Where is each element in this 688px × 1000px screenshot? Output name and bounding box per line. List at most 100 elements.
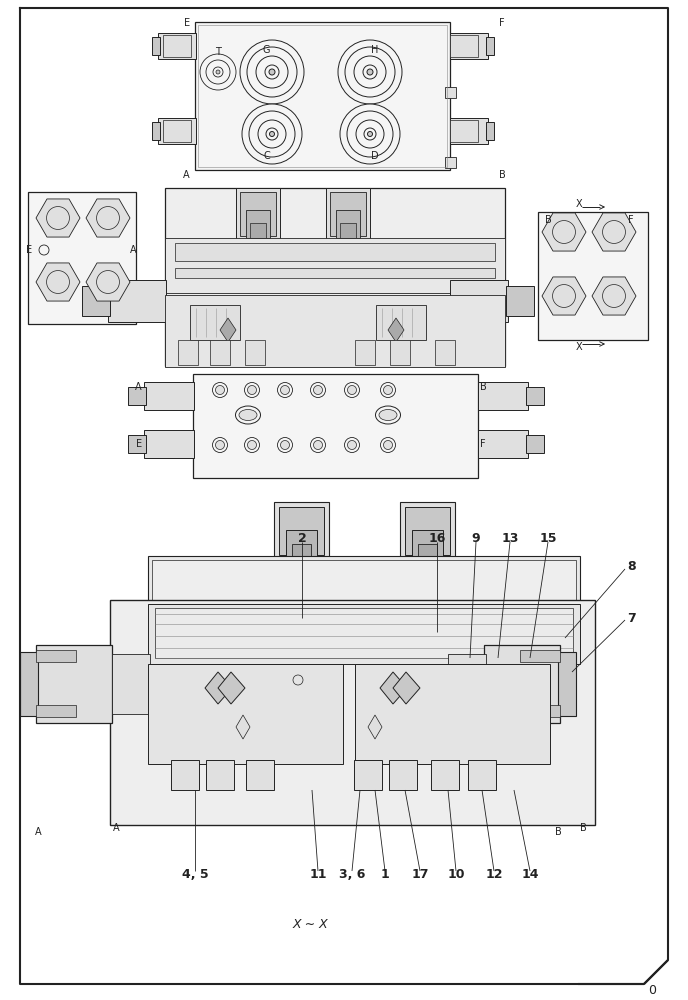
Bar xyxy=(520,705,560,717)
Polygon shape xyxy=(218,672,245,704)
Bar xyxy=(354,760,382,790)
Text: X: X xyxy=(575,342,582,352)
Text: 12: 12 xyxy=(485,868,503,882)
Text: D: D xyxy=(372,151,379,161)
Polygon shape xyxy=(36,199,80,237)
Polygon shape xyxy=(86,199,130,237)
Bar xyxy=(245,340,265,365)
Bar xyxy=(148,664,343,764)
Text: B: B xyxy=(555,827,561,837)
Bar xyxy=(486,122,494,140)
Text: H: H xyxy=(372,45,378,55)
Text: A: A xyxy=(114,823,120,833)
Bar xyxy=(148,556,580,604)
Text: 9: 9 xyxy=(472,532,480,544)
Polygon shape xyxy=(380,672,407,704)
Circle shape xyxy=(269,69,275,75)
Bar xyxy=(286,530,317,567)
Bar xyxy=(478,382,528,410)
Text: F: F xyxy=(480,439,486,449)
Text: 2: 2 xyxy=(298,532,306,544)
Bar xyxy=(538,212,648,340)
Text: E: E xyxy=(26,245,32,255)
Bar xyxy=(526,387,544,405)
Text: T: T xyxy=(215,47,221,57)
Bar xyxy=(250,223,266,238)
Text: 16: 16 xyxy=(429,532,446,544)
Bar xyxy=(450,35,478,57)
Text: A: A xyxy=(184,170,190,180)
Bar xyxy=(175,243,495,261)
Bar xyxy=(450,120,478,142)
Circle shape xyxy=(347,440,356,450)
Bar xyxy=(158,118,196,144)
Circle shape xyxy=(383,385,392,394)
Bar xyxy=(405,507,450,555)
Polygon shape xyxy=(592,213,636,251)
Text: F: F xyxy=(628,215,634,225)
Bar xyxy=(355,340,375,365)
Bar xyxy=(484,645,560,723)
Text: 8: 8 xyxy=(627,560,636,574)
Circle shape xyxy=(340,104,400,164)
Bar xyxy=(82,286,110,316)
Ellipse shape xyxy=(239,410,257,420)
Polygon shape xyxy=(220,318,236,342)
Circle shape xyxy=(215,385,224,394)
Bar xyxy=(108,280,166,322)
Text: B: B xyxy=(546,215,552,225)
Text: 15: 15 xyxy=(539,532,557,544)
Text: 0: 0 xyxy=(648,984,656,996)
Bar xyxy=(175,268,495,278)
Bar xyxy=(152,122,160,140)
Ellipse shape xyxy=(379,410,397,420)
Bar xyxy=(340,223,356,238)
Bar xyxy=(163,120,191,142)
Text: E: E xyxy=(136,439,142,449)
Bar xyxy=(165,295,505,367)
Polygon shape xyxy=(36,263,80,301)
Bar xyxy=(478,430,528,458)
Bar xyxy=(376,305,426,340)
Circle shape xyxy=(270,131,275,136)
Bar xyxy=(165,238,505,293)
Text: 17: 17 xyxy=(411,868,429,882)
Bar xyxy=(435,340,455,365)
Circle shape xyxy=(383,440,392,450)
Text: 13: 13 xyxy=(502,532,519,544)
Text: 7: 7 xyxy=(627,611,636,624)
Bar xyxy=(36,645,112,723)
Bar xyxy=(468,760,496,790)
Text: F: F xyxy=(499,18,504,28)
Bar xyxy=(165,188,505,366)
Bar xyxy=(236,188,280,240)
Bar xyxy=(193,374,478,478)
Bar xyxy=(144,382,194,410)
Bar xyxy=(355,664,550,764)
Polygon shape xyxy=(205,672,232,704)
Bar xyxy=(506,286,534,316)
Text: 11: 11 xyxy=(309,868,327,882)
Circle shape xyxy=(281,385,290,394)
Bar xyxy=(279,507,324,555)
Circle shape xyxy=(200,54,236,90)
Bar xyxy=(418,544,437,570)
Bar xyxy=(144,430,194,458)
Circle shape xyxy=(314,440,323,450)
Polygon shape xyxy=(542,277,586,315)
Bar xyxy=(206,760,234,790)
Text: A: A xyxy=(130,245,137,255)
Circle shape xyxy=(248,385,257,394)
Polygon shape xyxy=(592,277,636,315)
Text: X ∼ X: X ∼ X xyxy=(292,918,328,932)
Text: A: A xyxy=(34,827,41,837)
Text: 1: 1 xyxy=(380,868,389,882)
Text: E: E xyxy=(184,18,190,28)
Bar xyxy=(412,530,443,567)
Bar xyxy=(152,37,160,55)
Text: B: B xyxy=(580,823,587,833)
Bar xyxy=(128,387,146,405)
Text: 4, 5: 4, 5 xyxy=(182,868,208,882)
Text: C: C xyxy=(264,151,270,161)
Bar xyxy=(36,650,76,662)
